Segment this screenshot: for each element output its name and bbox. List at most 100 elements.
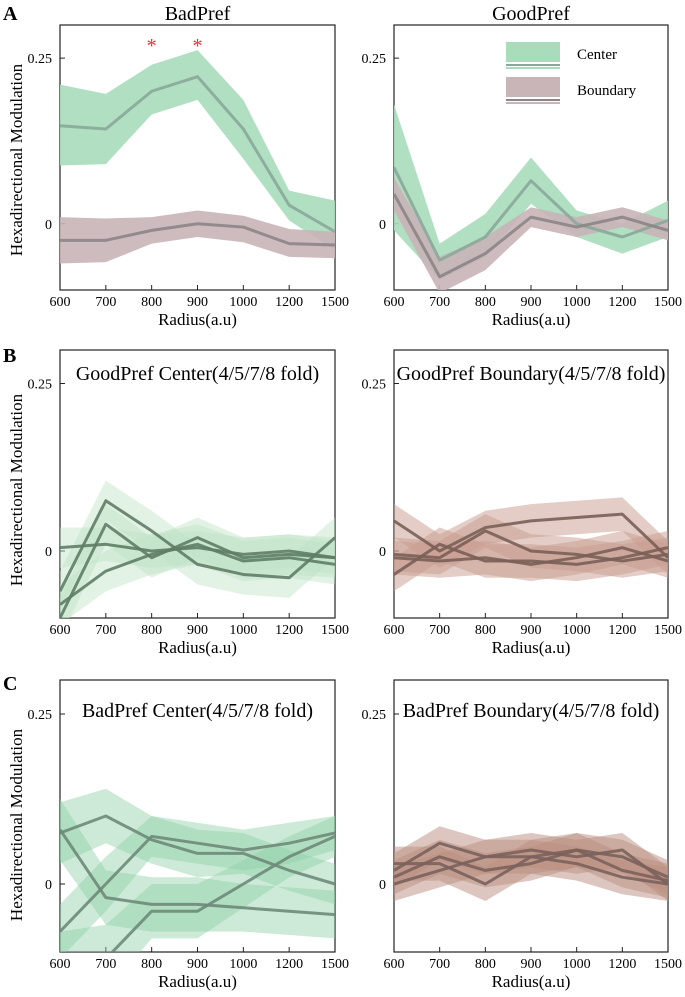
x-tick-label: 600 xyxy=(50,957,71,972)
x-tick-label: 900 xyxy=(521,957,542,972)
chart-a-left: BadPref 600 700 800 900 1000 1200 1500 0.25 0 Radi… xyxy=(28,3,350,329)
x-tick-label: 800 xyxy=(475,957,496,972)
x-tick-label: 1200 xyxy=(275,623,303,638)
panel-letter-a: A xyxy=(3,3,18,25)
plot-area xyxy=(394,826,668,901)
x-tick-label: 700 xyxy=(429,957,450,972)
confidence-band-5-fold xyxy=(60,480,335,612)
y-tick-label: 0 xyxy=(45,545,52,560)
x-tick-label: 600 xyxy=(50,295,71,310)
confidence-band-center xyxy=(394,104,668,281)
x-tick-label: 600 xyxy=(384,957,405,972)
x-tick-label: 800 xyxy=(141,957,162,972)
x-tick-label: 1500 xyxy=(321,623,349,638)
chart-c-right: BadPref Boundary(4/5/7/8 fold) 600 700 800 9… xyxy=(362,679,682,991)
series-line-4-fold xyxy=(394,841,668,886)
series-line-5-fold xyxy=(394,529,668,563)
x-tick-label: 600 xyxy=(384,623,405,638)
x-tick-label: 1000 xyxy=(563,295,591,310)
x-tick-label: 900 xyxy=(521,623,542,638)
series-line-8-fold xyxy=(110,835,335,952)
series-line-boundary xyxy=(394,193,668,279)
series-line-center xyxy=(394,166,668,262)
plot-area xyxy=(60,788,335,952)
panel-letter-b: B xyxy=(3,345,16,367)
series-line-5-fold xyxy=(394,848,668,879)
x-tick-label: 1200 xyxy=(608,623,636,638)
x-axis-label: Radius(a.u) xyxy=(492,638,571,657)
x-tick-label: 900 xyxy=(187,623,208,638)
chart-title: GoodPref xyxy=(492,3,570,25)
x-tick-label: 1500 xyxy=(654,957,682,972)
series-line-4-fold xyxy=(60,542,335,560)
series-line-4-fold xyxy=(394,512,668,559)
y-tick-label: 0.25 xyxy=(362,52,387,67)
confidence-band-boundary xyxy=(60,210,335,264)
x-tick-label: 900 xyxy=(521,295,542,310)
confidence-band-boundary xyxy=(394,177,668,290)
chart-title: GoodPref Center(4/5/7/8 fold) xyxy=(76,363,319,385)
chart-a-right: GoodPref 600 700 800 900 1000 1200 1500 0.25 0 Rad… xyxy=(362,3,683,329)
legend: Center Boundary xyxy=(506,42,637,104)
y-tick-label: 0 xyxy=(379,545,386,560)
chart-b-right: GoodPref Boundary(4/5/7/8 fold) 600 700 800… xyxy=(362,349,682,657)
chart-title: BadPref xyxy=(165,3,231,25)
x-tick-label: 700 xyxy=(95,623,116,638)
significance-star: * xyxy=(193,35,203,57)
x-tick-label: 1000 xyxy=(229,623,257,638)
x-tick-label: 700 xyxy=(95,957,116,972)
x-tick-label: 1500 xyxy=(654,623,682,638)
x-tick-label: 600 xyxy=(384,295,405,310)
x-tick-label: 1500 xyxy=(321,295,349,310)
x-tick-label: 800 xyxy=(475,295,496,310)
series-line-center xyxy=(60,75,335,233)
x-tick-label: 1000 xyxy=(229,295,257,310)
plot-area xyxy=(394,104,668,290)
x-tick-label: 800 xyxy=(141,623,162,638)
x-axis-label: Radius(a.u) xyxy=(492,310,571,329)
x-axis-label: Radius(a.u) xyxy=(158,972,237,991)
series-line-boundary xyxy=(60,222,335,247)
confidence-band-center xyxy=(60,50,335,251)
y-tick-label: 0.25 xyxy=(28,52,53,67)
x-tick-label: 900 xyxy=(187,295,208,310)
chart-title: BadPref Center(4/5/7/8 fold) xyxy=(82,700,313,722)
confidence-band-7-fold xyxy=(60,504,335,618)
confidence-band-8-fold xyxy=(60,816,335,952)
series-line-5-fold xyxy=(60,499,335,592)
y-tick-label: 0 xyxy=(45,218,52,233)
confidence-band-5-fold xyxy=(60,799,335,939)
x-tick-label: 1000 xyxy=(229,957,257,972)
series-line-8-fold xyxy=(394,848,668,886)
series-line-4-fold xyxy=(60,814,335,886)
x-tick-label: 1500 xyxy=(321,957,349,972)
x-tick-label: 800 xyxy=(141,295,162,310)
plot-area xyxy=(394,497,668,592)
x-axis-label: Radius(a.u) xyxy=(158,310,237,329)
chart-area: BadPref 600 700 800 900 1000 1200 1500 0.25 0 Radi… xyxy=(28,3,683,991)
y-tick-label: 0.25 xyxy=(362,708,387,723)
x-tick-label: 700 xyxy=(429,623,450,638)
x-tick-label: 1200 xyxy=(608,957,636,972)
x-tick-label: 900 xyxy=(187,957,208,972)
y-tick-label: 0.25 xyxy=(28,708,53,723)
x-tick-label: 1000 xyxy=(563,957,591,972)
y-tick-label: 0 xyxy=(45,878,52,893)
chart-title: BadPref Boundary(4/5/7/8 fold) xyxy=(403,700,660,722)
panel-letter-c: C xyxy=(3,673,17,695)
y-tick-label: 0.25 xyxy=(362,378,387,393)
x-tick-label: 700 xyxy=(95,295,116,310)
x-tick-label: 600 xyxy=(50,623,71,638)
x-tick-label: 700 xyxy=(429,295,450,310)
plot-area xyxy=(60,480,335,618)
legend-boundary-label: Boundary xyxy=(577,83,637,99)
x-tick-label: 800 xyxy=(475,623,496,638)
legend-center-swatch xyxy=(506,42,560,62)
legend-boundary-swatch xyxy=(506,77,560,97)
confidence-band-4-fold xyxy=(60,788,335,905)
series-line-8-fold xyxy=(394,542,668,576)
x-tick-label: 1200 xyxy=(275,957,303,972)
chart-title: GoodPref Boundary(4/5/7/8 fold) xyxy=(397,363,666,385)
x-axis-label: Radius(a.u) xyxy=(492,972,571,991)
x-tick-label: 1200 xyxy=(608,295,636,310)
